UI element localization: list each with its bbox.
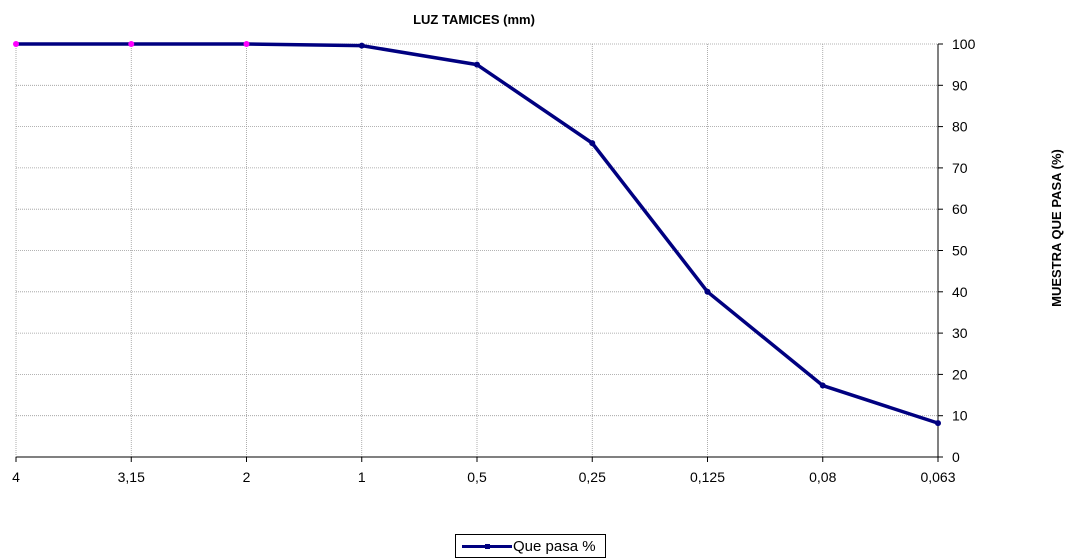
x-tick-label: 0,063 — [920, 469, 955, 485]
x-tick-label: 0,125 — [690, 469, 725, 485]
data-point — [243, 41, 250, 47]
x-tick-label: 3,15 — [118, 469, 145, 485]
y-tick-label: 20 — [952, 366, 968, 382]
y-tick-label: 90 — [952, 77, 968, 93]
y-axis-title: MUESTRA QUE PASA (%) — [1049, 149, 1064, 307]
data-point — [128, 41, 135, 47]
legend-label: Que pasa % — [513, 538, 596, 555]
y-tick-label: 70 — [952, 160, 968, 176]
axes — [15, 43, 943, 462]
data-point — [474, 61, 480, 68]
x-tick-label: 4 — [12, 469, 20, 485]
data-point — [704, 288, 711, 295]
data-point — [589, 140, 596, 147]
data-point — [13, 41, 19, 47]
y-tick-label: 50 — [952, 243, 968, 259]
y-tick-label: 100 — [952, 36, 976, 52]
x-tick-labels: 4 3,15 2 1 0,5 0,25 0,125 0,08 0,063 — [12, 469, 956, 485]
y-tick-label: 30 — [952, 325, 968, 341]
x-tick-label: 0,08 — [809, 469, 836, 485]
legend-marker — [485, 544, 490, 549]
y-tick-label: 60 — [952, 201, 968, 217]
gridlines — [16, 43, 938, 457]
legend: Que pasa % — [455, 534, 606, 558]
x-tick-label: 0,5 — [467, 469, 487, 485]
data-point — [935, 420, 941, 427]
data-point — [819, 382, 826, 389]
x-tick-label: 0,25 — [579, 469, 606, 485]
data-point — [358, 42, 365, 49]
x-tick-label: 1 — [358, 469, 366, 485]
y-tick-label: 40 — [952, 284, 968, 300]
series-que-pasa — [13, 41, 941, 427]
x-tick-label: 2 — [243, 469, 251, 485]
y-tick-label: 80 — [952, 119, 968, 135]
chart-title: LUZ TAMICES (mm) — [413, 12, 535, 27]
y-tick-label: 0 — [952, 449, 960, 465]
y-tick-labels: 0 10 20 30 40 50 60 70 80 90 100 — [952, 36, 976, 465]
y-tick-label: 10 — [952, 408, 968, 424]
